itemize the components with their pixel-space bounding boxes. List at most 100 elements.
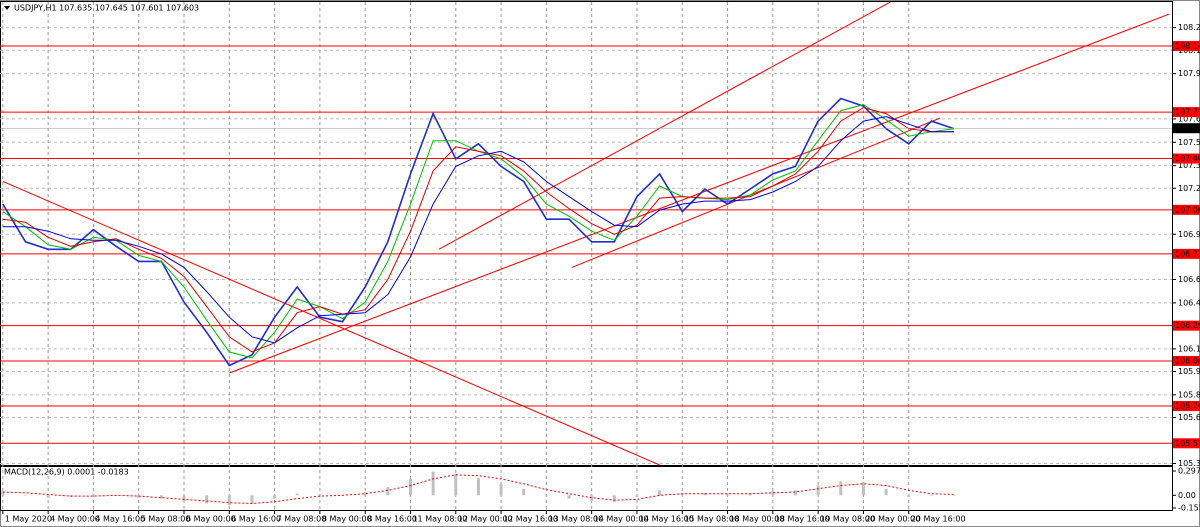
macd-bar <box>839 481 843 496</box>
macd-bar <box>658 490 662 496</box>
x-tick-label: 4 May 00:00 <box>50 515 100 524</box>
level-label: 106.060 <box>1175 356 1200 365</box>
macd-bar <box>793 490 797 496</box>
macd-bar <box>861 482 865 496</box>
y-tick-label: 106.900 <box>1178 230 1200 239</box>
macd-bar <box>884 488 888 496</box>
macd-bar <box>635 495 639 497</box>
macd-bar <box>182 495 186 502</box>
level-tag <box>1173 320 1200 331</box>
level-tag <box>1173 401 1200 412</box>
y-tick-label: 105.835 <box>1178 390 1200 399</box>
macd-bar <box>318 494 322 496</box>
y-tick-label: 108.270 <box>1178 23 1200 32</box>
x-tick-label: 6 May 16:00 <box>231 515 281 524</box>
level-tag <box>1173 41 1200 52</box>
x-tick-label: 8 May 16:00 <box>367 515 417 524</box>
macd-bar <box>522 488 526 496</box>
macd-bar <box>23 495 27 496</box>
macd-bar <box>1 491 5 496</box>
x-tick-label: 18 May 16:00 <box>775 515 830 524</box>
macd-bar <box>205 495 209 504</box>
x-tick-label: 14 May 16:00 <box>639 515 694 524</box>
y-tick-label: 105.380 <box>1178 459 1200 468</box>
x-tick-label: 8 May 00:00 <box>322 515 372 524</box>
y-tick-label: 107.510 <box>1178 138 1200 147</box>
moving-average <box>2 107 954 353</box>
level-tag <box>1173 248 1200 259</box>
menu-icon <box>4 6 10 10</box>
x-tick-label: 4 May 16:00 <box>95 515 145 524</box>
x-tick-label: 11 May 08:00 <box>412 515 467 524</box>
moving-average <box>2 116 954 344</box>
last-price-tag <box>1173 123 1200 134</box>
y-tick-label: 106.600 <box>1178 275 1200 284</box>
chart-title: USDJPY,H1 107.635 107.645 107.601 107.60… <box>14 4 199 13</box>
macd-pane <box>0 466 1173 511</box>
x-tick-label: 12 May 16:00 <box>503 515 558 524</box>
level-tag <box>1173 355 1200 366</box>
x-tick-label: 1 May 2020 <box>5 515 52 524</box>
main-pane <box>0 1 1173 466</box>
x-tick-label: 7 May 08:00 <box>277 515 327 524</box>
macd-bar <box>476 478 480 496</box>
macd-bar <box>726 494 730 496</box>
level-label: 106.294 <box>1175 321 1200 330</box>
macd-bar <box>499 483 503 496</box>
macd-bar <box>771 491 775 496</box>
x-tick-label: 19 May 08:00 <box>820 515 875 524</box>
y-tick-label: 105.685 <box>1178 413 1200 422</box>
macd-bar <box>46 495 50 498</box>
macd-bar <box>363 492 367 496</box>
macd-bar <box>748 493 752 496</box>
macd-bar <box>386 487 390 496</box>
last-price-label: 107.603 <box>1175 124 1200 133</box>
y-tick-label: 107.665 <box>1178 114 1200 123</box>
level-tag <box>1173 107 1200 118</box>
y-tick-label: 0.00 <box>1178 491 1196 500</box>
macd-bar <box>408 478 412 496</box>
y-tick-label: 0.2973 <box>1178 466 1200 475</box>
level-label: 107.402 <box>1175 154 1200 163</box>
x-tick-label: 20 May 16:00 <box>911 515 966 524</box>
macd-bar <box>159 495 163 499</box>
level-label: 105.514 <box>1175 439 1200 448</box>
x-tick-label: 20 May 00:00 <box>865 515 920 524</box>
level-label: 107.710 <box>1175 108 1200 117</box>
macd-bar <box>590 495 594 502</box>
y-tick-label: 106.140 <box>1178 344 1200 353</box>
macd-bar <box>454 474 458 496</box>
macd-bar <box>816 485 820 496</box>
y-tick-label: -0.1553 <box>1178 503 1200 512</box>
macd-bar <box>907 495 911 497</box>
macd-bar <box>929 495 933 496</box>
macd-bar <box>544 495 548 496</box>
macd-bar <box>703 492 707 496</box>
macd-bar <box>91 494 95 496</box>
x-tick-label: 6 May 00:00 <box>186 515 236 524</box>
macd-bar <box>250 495 254 504</box>
trendline <box>571 117 941 268</box>
level-label: 105.761 <box>1175 402 1200 411</box>
x-tick-label: 15 May 08:00 <box>684 515 739 524</box>
level-tag <box>1173 438 1200 449</box>
trendline <box>438 1 891 250</box>
x-tick-label: 13 May 08:00 <box>548 515 603 524</box>
macd-bar <box>680 493 684 496</box>
y-tick-label: 107.355 <box>1178 161 1200 170</box>
trendline <box>2 181 660 466</box>
y-tick-label: 105.990 <box>1178 367 1200 376</box>
level-label: 106.770 <box>1175 249 1200 258</box>
level-tag <box>1173 204 1200 215</box>
macd-bar <box>273 495 277 499</box>
x-tick-label: 18 May 00:00 <box>730 515 785 524</box>
y-tick-label: 106.445 <box>1178 298 1200 307</box>
macd-bar <box>227 495 231 506</box>
macd-bar <box>567 495 571 499</box>
x-tick-label: 5 May 08:00 <box>141 515 191 524</box>
level-tag <box>1173 153 1200 164</box>
macd-bar <box>295 493 299 496</box>
x-tick-label: 14 May 00:00 <box>594 515 649 524</box>
